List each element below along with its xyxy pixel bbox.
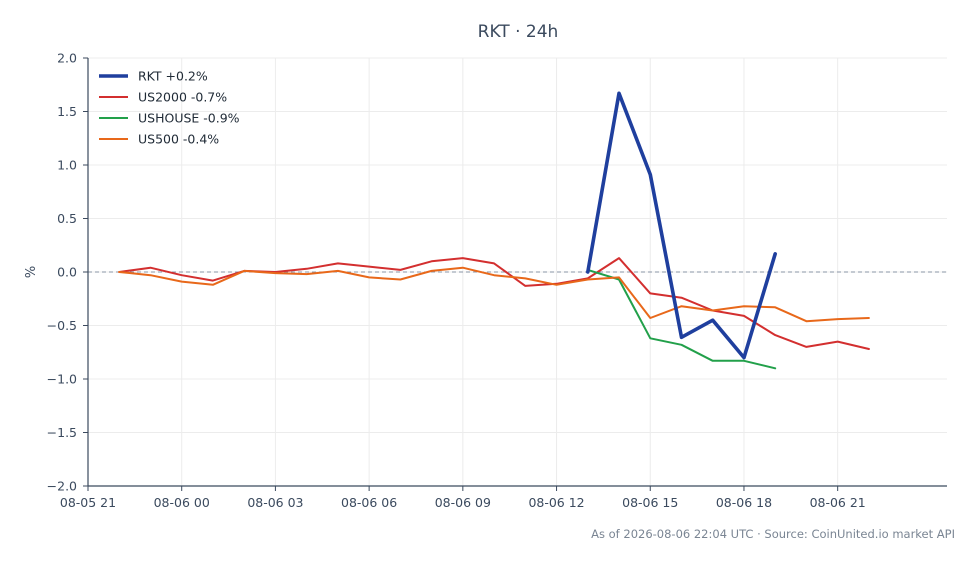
series-line-us500 bbox=[118, 266, 870, 323]
legend-label: RKT +0.2% bbox=[138, 69, 208, 84]
y-tick-label: −0.5 bbox=[47, 318, 77, 333]
y-tick-label: −1.0 bbox=[47, 372, 77, 387]
y-axis-ticks: 2.0 1.5 1.0 0.5 0.0 −0.5 −1.0 −1.5 −2.0 bbox=[47, 51, 88, 494]
y-tick-label: 2.0 bbox=[57, 51, 77, 66]
x-tick-label: 08-05 21 bbox=[60, 495, 116, 510]
y-tick-label: 0.5 bbox=[57, 211, 77, 226]
x-tick-label: 08-06 12 bbox=[528, 495, 584, 510]
series-line-ushouse bbox=[586, 268, 777, 370]
y-tick-label: 0.0 bbox=[57, 265, 77, 280]
series-lines bbox=[118, 91, 870, 370]
legend-label: US2000 -0.7% bbox=[138, 90, 227, 105]
y-tick-label: −1.5 bbox=[47, 425, 77, 440]
legend-item-ushouse[interactable]: USHOUSE -0.9% bbox=[99, 111, 240, 126]
x-tick-label: 08-06 06 bbox=[341, 495, 397, 510]
legend-item-rkt[interactable]: RKT +0.2% bbox=[99, 69, 208, 84]
y-axis-label: % bbox=[24, 266, 39, 278]
series-line-rkt bbox=[585, 91, 778, 360]
x-tick-label: 08-06 09 bbox=[435, 495, 491, 510]
source-footer: As of 2026-08-06 22:04 UTC · Source: Coi… bbox=[591, 527, 955, 541]
y-tick-label: −2.0 bbox=[47, 479, 77, 494]
legend[interactable]: RKT +0.2% US2000 -0.7% USHOUSE -0.9% US500 … bbox=[99, 69, 240, 147]
x-tick-label: 08-06 21 bbox=[810, 495, 866, 510]
x-tick-label: 08-06 03 bbox=[247, 495, 303, 510]
legend-item-us2000[interactable]: US2000 -0.7% bbox=[99, 90, 227, 105]
legend-item-us500[interactable]: US500 -0.4% bbox=[99, 132, 219, 147]
y-tick-label: 1.5 bbox=[57, 104, 77, 119]
x-tick-label: 08-06 18 bbox=[716, 495, 772, 510]
legend-label: US500 -0.4% bbox=[138, 132, 219, 147]
x-tick-label: 08-06 15 bbox=[622, 495, 678, 510]
chart-title: RKT · 24h bbox=[478, 22, 559, 42]
x-tick-label: 08-06 00 bbox=[154, 495, 210, 510]
y-tick-label: 1.0 bbox=[57, 158, 77, 173]
legend-label: USHOUSE -0.9% bbox=[138, 111, 240, 126]
x-axis-ticks: 08-05 21 08-06 00 08-06 03 08-06 06 08-06 09… bbox=[60, 486, 866, 510]
